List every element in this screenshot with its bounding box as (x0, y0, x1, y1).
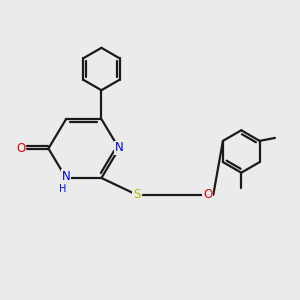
Text: N: N (115, 141, 124, 154)
Text: H: H (59, 184, 66, 194)
Text: O: O (16, 142, 26, 155)
Text: N: N (62, 170, 70, 183)
Text: O: O (203, 188, 212, 201)
Text: S: S (133, 188, 140, 201)
